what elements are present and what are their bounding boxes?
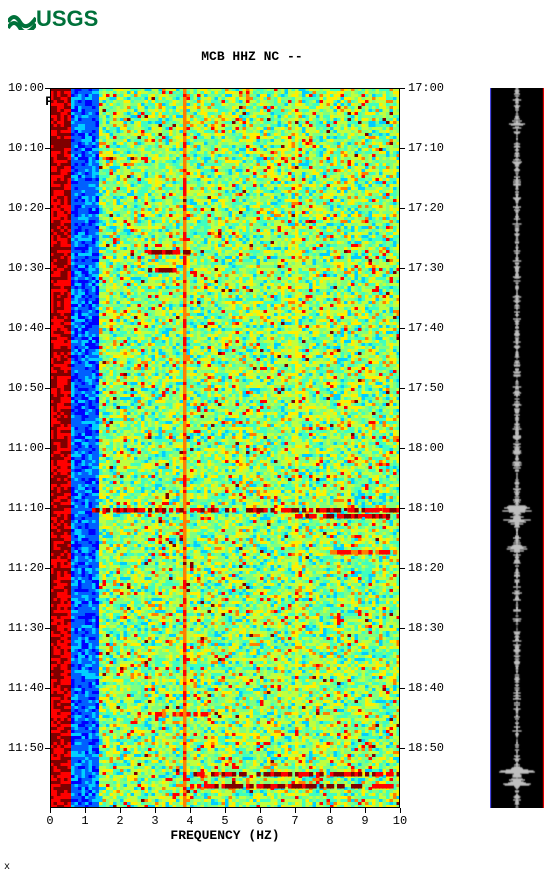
ytick-left: 10:10 (0, 141, 44, 155)
xtick: 10 (393, 814, 407, 828)
xtick: 4 (186, 814, 193, 828)
tick-mark (45, 748, 50, 749)
xtick: 9 (361, 814, 368, 828)
tick-mark (155, 808, 156, 813)
ytick-left: 10:50 (0, 381, 44, 395)
tick-mark (400, 88, 405, 89)
tick-mark (400, 268, 405, 269)
tick-mark (45, 448, 50, 449)
tick-mark (400, 688, 405, 689)
ytick-right: 17:20 (408, 201, 444, 215)
tick-mark (260, 808, 261, 813)
xtick: 0 (46, 814, 53, 828)
usgs-logo-text: USGS (36, 6, 98, 32)
xtick: 5 (221, 814, 228, 828)
ytick-right: 18:00 (408, 441, 444, 455)
ytick-left: 10:30 (0, 261, 44, 275)
tick-mark (330, 808, 331, 813)
usgs-logo: USGS (8, 6, 98, 32)
ytick-left: 11:50 (0, 741, 44, 755)
ytick-left: 11:20 (0, 561, 44, 575)
xtick: 3 (151, 814, 158, 828)
ytick-right: 17:00 (408, 81, 444, 95)
tick-mark (190, 808, 191, 813)
ytick-right: 17:50 (408, 381, 444, 395)
xtick: 2 (116, 814, 123, 828)
tick-mark (45, 148, 50, 149)
tick-mark (45, 268, 50, 269)
spectrogram-plot (50, 88, 400, 808)
tick-mark (400, 388, 405, 389)
tick-mark (400, 208, 405, 209)
ytick-right: 18:40 (408, 681, 444, 695)
tick-mark (45, 628, 50, 629)
tick-mark (45, 328, 50, 329)
tick-mark (45, 568, 50, 569)
tick-mark (295, 808, 296, 813)
ytick-left: 11:10 (0, 501, 44, 515)
tick-mark (400, 148, 405, 149)
tick-mark (400, 748, 405, 749)
tick-mark (400, 808, 401, 813)
tick-mark (225, 808, 226, 813)
tick-mark (50, 808, 51, 813)
tick-mark (45, 88, 50, 89)
tick-mark (45, 208, 50, 209)
tick-mark (400, 508, 405, 509)
tick-mark (400, 328, 405, 329)
ytick-right: 18:50 (408, 741, 444, 755)
tick-mark (400, 448, 405, 449)
ytick-left: 11:00 (0, 441, 44, 455)
xtick: 8 (326, 814, 333, 828)
ytick-right: 18:10 (408, 501, 444, 515)
xtick: 1 (81, 814, 88, 828)
tick-mark (45, 508, 50, 509)
ytick-left: 10:20 (0, 201, 44, 215)
ytick-left: 10:40 (0, 321, 44, 335)
usgs-wave-icon (8, 8, 36, 30)
ytick-right: 18:20 (408, 561, 444, 575)
ytick-right: 17:40 (408, 321, 444, 335)
tick-mark (400, 628, 405, 629)
station-id: MCB HHZ NC -- (201, 49, 302, 64)
xtick: 6 (256, 814, 263, 828)
ytick-left: 11:40 (0, 681, 44, 695)
waveform-trace (490, 88, 544, 808)
tick-mark (120, 808, 121, 813)
ytick-right: 17:30 (408, 261, 444, 275)
tick-mark (400, 568, 405, 569)
x-axis-label: FREQUENCY (HZ) (170, 828, 279, 843)
ytick-left: 11:30 (0, 621, 44, 635)
ytick-right: 17:10 (408, 141, 444, 155)
ytick-left: 10:00 (0, 81, 44, 95)
tick-mark (85, 808, 86, 813)
ytick-right: 18:30 (408, 621, 444, 635)
tick-mark (45, 388, 50, 389)
xtick: 7 (291, 814, 298, 828)
corner-mark: x (4, 862, 10, 873)
tick-mark (45, 688, 50, 689)
tick-mark (365, 808, 366, 813)
